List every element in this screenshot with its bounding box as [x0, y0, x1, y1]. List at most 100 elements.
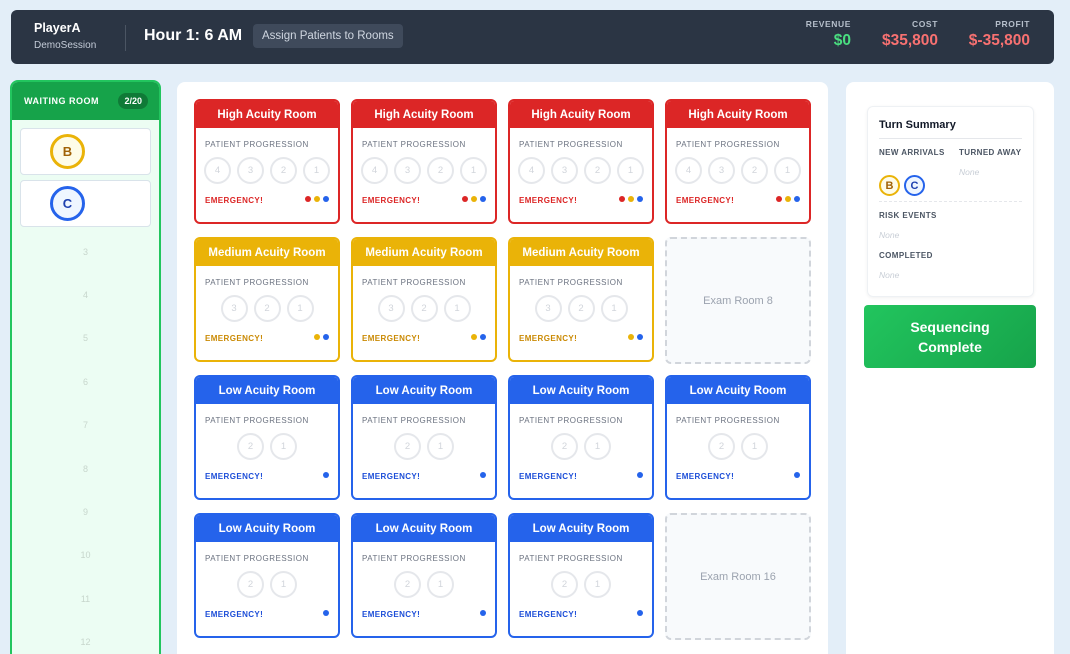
progression-step[interactable]: 2 [567, 295, 595, 322]
progression-step[interactable]: 3 [377, 295, 405, 322]
emergency-label: EMERGENCY! [676, 472, 735, 481]
progression-step[interactable]: 3 [708, 157, 735, 184]
med-acuity-room[interactable]: Medium Acuity Room PATIENT PROGRESSION 3 2 1… [194, 237, 340, 362]
exam-room[interactable]: Exam Room 16 [665, 513, 811, 640]
blue-dot-icon [323, 610, 329, 616]
progression-step[interactable]: 2 [237, 571, 264, 598]
turned-away-value: None [959, 167, 980, 177]
progression-step[interactable]: 3 [394, 157, 421, 184]
progression-step[interactable]: 2 [741, 157, 768, 184]
progression-step[interactable]: 1 [617, 157, 644, 184]
low-acuity-room[interactable]: Low Acuity Room PATIENT PROGRESSION 2 1 EMER… [194, 513, 340, 638]
progression-step[interactable]: 2 [253, 295, 281, 322]
progression-step[interactable]: 2 [237, 433, 264, 460]
profit-stat: PROFIT $-35,800 [969, 19, 1030, 50]
progression-step[interactable]: 1 [460, 157, 487, 184]
low-acuity-room[interactable]: Low Acuity Room PATIENT PROGRESSION 2 1 EMER… [508, 375, 654, 500]
low-acuity-room[interactable]: Low Acuity Room PATIENT PROGRESSION 2 1 EMER… [194, 375, 340, 500]
waiting-slot-empty[interactable]: 9 [20, 488, 151, 535]
progression-step[interactable]: 2 [394, 571, 421, 598]
blue-dot-icon [794, 196, 800, 202]
slot-number: 8 [82, 463, 88, 474]
progression-step[interactable]: 1 [584, 571, 611, 598]
progression-step[interactable]: 3 [551, 157, 578, 184]
progression-step[interactable]: 4 [675, 157, 702, 184]
waiting-slot-empty[interactable]: 7 [20, 402, 151, 449]
med-acuity-room[interactable]: Medium Acuity Room PATIENT PROGRESSION 3 2 1… [351, 237, 497, 362]
progression-step[interactable]: 2 [551, 433, 578, 460]
cost-stat: COST $35,800 [882, 19, 938, 50]
waiting-slot-empty[interactable]: 12 [20, 619, 151, 654]
acuity-dots [462, 196, 486, 202]
progression-step[interactable]: 3 [220, 295, 248, 322]
progression-step[interactable]: 4 [518, 157, 545, 184]
progression-step[interactable]: 1 [270, 433, 297, 460]
risk-events-label: RISK EVENTS [879, 211, 937, 220]
waiting-slot-1[interactable]: B [20, 128, 151, 175]
patient-progression-label: PATIENT PROGRESSION [205, 416, 309, 425]
waiting-slot-empty[interactable]: 3 [20, 228, 151, 275]
progression-step[interactable]: 1 [741, 433, 768, 460]
revenue-stat: REVENUE $0 [806, 19, 851, 50]
med-acuity-room[interactable]: Medium Acuity Room PATIENT PROGRESSION 3 2 1… [508, 237, 654, 362]
progression-step[interactable]: 1 [774, 157, 801, 184]
sequencing-complete-button[interactable]: Sequencing Complete [864, 305, 1036, 368]
waiting-slot-empty[interactable]: 11 [20, 575, 151, 622]
acuity-dots [323, 472, 329, 478]
progression-step[interactable]: 2 [551, 571, 578, 598]
progression-step[interactable]: 1 [303, 157, 330, 184]
divider [879, 201, 1022, 202]
arrival-patient-c[interactable]: C [904, 175, 925, 196]
progression-step[interactable]: 3 [237, 157, 264, 184]
slot-number: 5 [82, 333, 88, 344]
progression-step[interactable]: 2 [394, 433, 421, 460]
progression-step[interactable]: 2 [410, 295, 438, 322]
arrival-patient-b[interactable]: B [879, 175, 900, 196]
high-acuity-room[interactable]: High Acuity Room PATIENT PROGRESSION 4 3 2 1 E… [194, 99, 340, 224]
progression-step[interactable]: 4 [361, 157, 388, 184]
waiting-slot-empty[interactable]: 8 [20, 445, 151, 492]
progression-step[interactable]: 1 [427, 571, 454, 598]
red-dot-icon [619, 196, 625, 202]
progression-step[interactable]: 2 [584, 157, 611, 184]
progression-step[interactable]: 1 [270, 571, 297, 598]
progression-step[interactable]: 1 [286, 295, 314, 322]
low-acuity-room[interactable]: Low Acuity Room PATIENT PROGRESSION 2 1 EMER… [351, 375, 497, 500]
progression-step[interactable]: 1 [600, 295, 628, 322]
low-acuity-room[interactable]: Low Acuity Room PATIENT PROGRESSION 2 1 EMER… [508, 513, 654, 638]
acuity-dots [471, 334, 486, 340]
waiting-slot-empty[interactable]: 4 [20, 271, 151, 318]
high-acuity-room[interactable]: High Acuity Room PATIENT PROGRESSION 4 3 2 1 E… [351, 99, 497, 224]
emergency-label: EMERGENCY! [205, 334, 264, 343]
progression-step[interactable]: 4 [204, 157, 231, 184]
progression-step[interactable]: 2 [708, 433, 735, 460]
progression-step[interactable]: 1 [443, 295, 471, 322]
patient-token-c[interactable]: C [50, 186, 85, 221]
low-acuity-room[interactable]: Low Acuity Room PATIENT PROGRESSION 2 1 EMER… [665, 375, 811, 500]
patient-token-b[interactable]: B [50, 134, 85, 169]
low-acuity-room[interactable]: Low Acuity Room PATIENT PROGRESSION 2 1 EMER… [351, 513, 497, 638]
patient-progression-label: PATIENT PROGRESSION [519, 416, 623, 425]
acuity-dots [776, 196, 800, 202]
top-bar: PlayerA DemoSession Hour 1: 6 AM Assign … [11, 10, 1054, 64]
progression-step[interactable]: 1 [584, 433, 611, 460]
waiting-slot-empty[interactable]: 10 [20, 532, 151, 579]
progression-step[interactable]: 3 [534, 295, 562, 322]
waiting-slot-empty[interactable]: 6 [20, 358, 151, 405]
high-acuity-room[interactable]: High Acuity Room PATIENT PROGRESSION 4 3 2 1 E… [665, 99, 811, 224]
exam-room[interactable]: Exam Room 8 [665, 237, 811, 364]
emergency-label: EMERGENCY! [362, 334, 421, 343]
progression-step[interactable]: 2 [427, 157, 454, 184]
room-title: Low Acuity Room [353, 515, 495, 542]
waiting-slot-empty[interactable]: 5 [20, 315, 151, 362]
turn-summary-title: Turn Summary [879, 119, 956, 131]
progression-step[interactable]: 2 [270, 157, 297, 184]
high-acuity-room[interactable]: High Acuity Room PATIENT PROGRESSION 4 3 2 1 E… [508, 99, 654, 224]
progression-step[interactable]: 1 [427, 433, 454, 460]
waiting-slot-2[interactable]: C [20, 180, 151, 227]
blue-dot-icon [480, 334, 486, 340]
